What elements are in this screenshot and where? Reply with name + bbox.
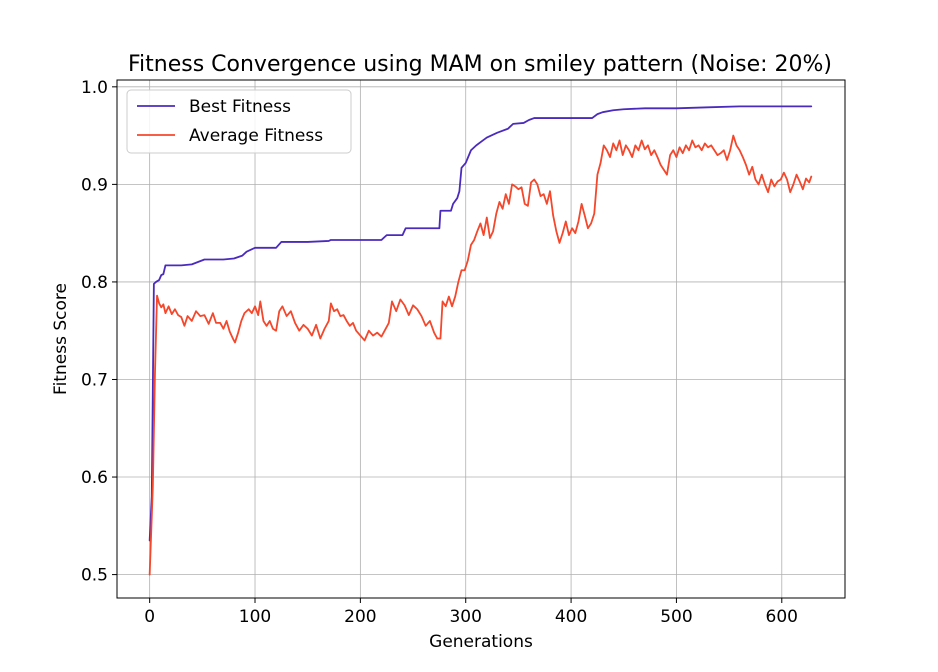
series-lines [148, 105, 813, 576]
x-tick-label: 300 [449, 607, 481, 627]
y-tick-label: 0.5 [81, 566, 108, 586]
series-line-best-fitness [148, 105, 813, 542]
legend-box [126, 89, 352, 154]
y-tick-label: 0.8 [81, 273, 108, 293]
grid [117, 80, 845, 598]
x-tick-label: 0 [144, 607, 155, 627]
y-tick-label: 0.9 [81, 175, 108, 195]
x-tick-label: 200 [344, 607, 376, 627]
legend-label-best-fitness: Best Fitness [189, 97, 291, 117]
x-tick-label: 400 [555, 607, 587, 627]
x-tick-label: 100 [239, 607, 271, 627]
series-line-average-fitness [148, 134, 813, 576]
chart-title: Fitness Convergence using MAM on smiley … [128, 52, 832, 77]
y-tick-label: 0.6 [81, 468, 108, 488]
y-tick-label: 0.7 [81, 370, 108, 390]
legend: Best Fitness Average Fitness [126, 89, 352, 154]
legend-label-average-fitness: Average Fitness [189, 126, 323, 146]
x-axis-label: Generations [429, 632, 533, 652]
x-tick-label: 600 [766, 607, 798, 627]
x-tick-label: 500 [660, 607, 692, 627]
y-axis-label: Fitness Score [51, 283, 71, 395]
plot-area-frame [116, 79, 846, 599]
axis-ticks: 0 100 200 300 400 500 600 0.5 0.6 0.7 0.8 0.9 1.0 [81, 78, 798, 627]
y-tick-label: 1.0 [81, 78, 108, 98]
